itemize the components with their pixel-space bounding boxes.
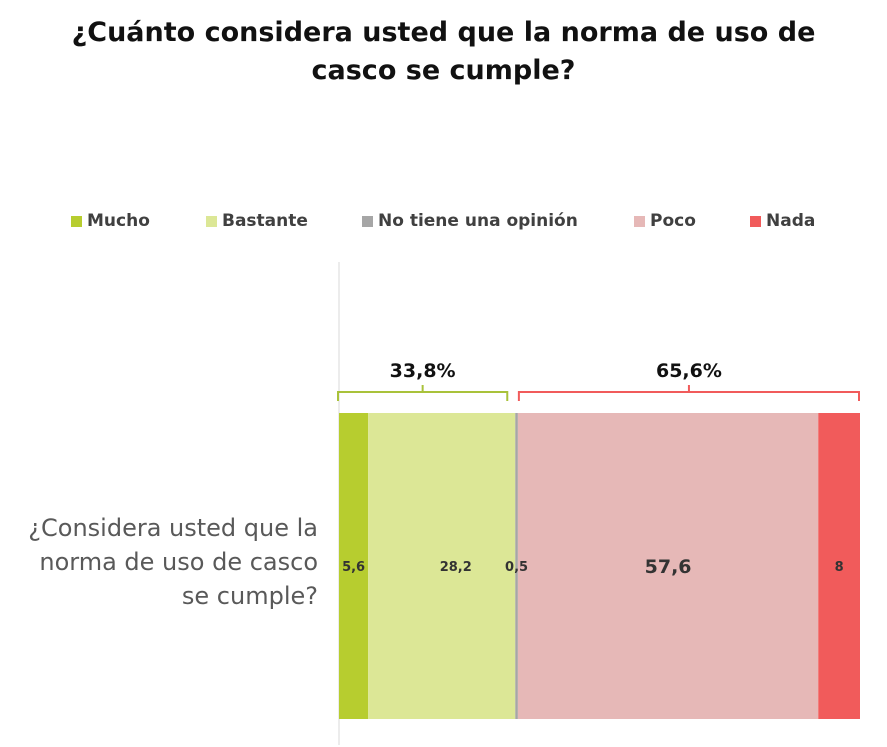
legend-label-no-opinion: No tiene una opinión xyxy=(378,211,578,231)
bar-segment-mucho xyxy=(339,413,369,719)
legend-item-nada: Nada xyxy=(750,209,815,233)
bar-segment-nada xyxy=(818,413,860,719)
legend-item-mucho: Mucho xyxy=(71,209,150,233)
legend-swatch-nada xyxy=(750,215,761,227)
data-label-no-tiene-una-opinion: 0,5 xyxy=(505,560,528,575)
bar-segment-no-tiene-una-opinion xyxy=(515,413,518,719)
data-label-poco: 57,6 xyxy=(645,556,692,578)
data-label-mucho: 5,6 xyxy=(342,560,365,575)
data-label-nada: 8 xyxy=(835,560,844,575)
legend-swatch-no-opinion xyxy=(362,215,373,227)
bracket-label-1: 33,8% xyxy=(390,360,456,382)
chart-legend: Mucho Bastante No tiene una opinión Poco… xyxy=(0,209,887,233)
bracket-2 xyxy=(517,385,860,401)
bracket-1 xyxy=(337,385,509,401)
legend-item-bastante: Bastante xyxy=(206,209,308,233)
legend-swatch-bastante xyxy=(206,215,217,227)
bar-segment-poco xyxy=(517,413,819,719)
legend-item-poco: Poco xyxy=(634,209,696,233)
bracket-label-2: 65,6% xyxy=(656,360,722,382)
legend-label-mucho: Mucho xyxy=(87,211,150,231)
legend-label-poco: Poco xyxy=(650,211,696,231)
category-label: ¿Considera usted que la norma de uso de … xyxy=(28,514,318,610)
legend-label-nada: Nada xyxy=(766,211,816,231)
chart-title: ¿Cuánto considera usted que la norma de … xyxy=(71,17,816,86)
legend-swatch-poco xyxy=(634,215,645,227)
data-label-bastante: 28,2 xyxy=(440,560,472,575)
legend-label-bastante: Bastante xyxy=(222,211,308,231)
bar-segment-bastante xyxy=(368,413,516,719)
legend-item-no-opinion: No tiene una opinión xyxy=(362,209,578,233)
legend-swatch-mucho xyxy=(71,215,82,227)
